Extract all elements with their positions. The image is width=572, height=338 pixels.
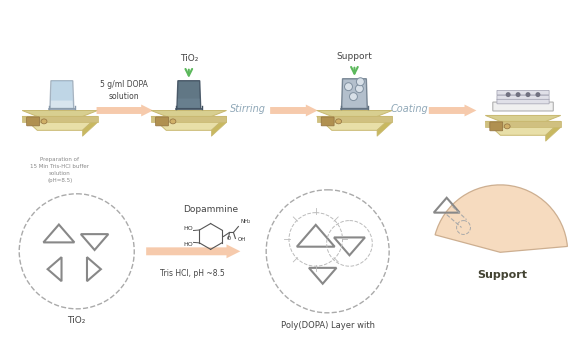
Text: O: O	[227, 236, 231, 241]
FancyBboxPatch shape	[321, 117, 334, 126]
Polygon shape	[546, 121, 561, 141]
Ellipse shape	[336, 119, 341, 124]
Polygon shape	[151, 116, 227, 130]
Text: Dopammine: Dopammine	[183, 205, 238, 214]
Polygon shape	[177, 99, 200, 108]
Polygon shape	[317, 111, 392, 116]
Circle shape	[344, 83, 352, 91]
Text: TiO₂: TiO₂	[180, 54, 198, 63]
Circle shape	[515, 92, 521, 97]
Polygon shape	[51, 81, 73, 101]
Circle shape	[355, 85, 363, 93]
Text: Support: Support	[336, 52, 372, 61]
Text: Preparation of
15 Min Tris-HCl buffer
solution
(pH=8.5): Preparation of 15 Min Tris-HCl buffer so…	[30, 157, 89, 183]
Polygon shape	[317, 116, 392, 122]
FancyBboxPatch shape	[493, 102, 553, 111]
Polygon shape	[82, 116, 98, 136]
Text: Coating: Coating	[390, 103, 428, 114]
Text: HO: HO	[183, 226, 193, 231]
Polygon shape	[22, 116, 98, 122]
Polygon shape	[486, 121, 561, 135]
FancyBboxPatch shape	[497, 95, 549, 100]
Polygon shape	[151, 116, 227, 122]
Polygon shape	[486, 116, 561, 121]
FancyBboxPatch shape	[156, 117, 169, 126]
FancyBboxPatch shape	[497, 90, 549, 95]
Wedge shape	[435, 185, 567, 252]
Circle shape	[506, 92, 511, 97]
Ellipse shape	[504, 124, 510, 129]
Polygon shape	[146, 244, 240, 258]
Polygon shape	[429, 104, 476, 116]
FancyBboxPatch shape	[27, 117, 39, 126]
Circle shape	[349, 93, 358, 101]
Text: HO: HO	[183, 242, 193, 247]
Polygon shape	[270, 104, 317, 116]
Polygon shape	[486, 121, 561, 127]
Ellipse shape	[41, 119, 47, 124]
Text: Stirring: Stirring	[231, 103, 267, 114]
Text: NH₂: NH₂	[240, 219, 251, 223]
Text: OH: OH	[237, 237, 246, 242]
Polygon shape	[97, 104, 153, 116]
FancyBboxPatch shape	[497, 99, 549, 104]
Circle shape	[535, 92, 541, 97]
Circle shape	[356, 78, 364, 86]
Text: Tris HCl, pH ~8.5: Tris HCl, pH ~8.5	[160, 269, 225, 278]
Polygon shape	[341, 79, 367, 108]
Polygon shape	[151, 111, 227, 116]
Polygon shape	[377, 116, 392, 136]
FancyBboxPatch shape	[490, 122, 503, 131]
Ellipse shape	[170, 119, 176, 124]
Polygon shape	[50, 81, 74, 108]
Polygon shape	[22, 111, 98, 116]
Circle shape	[526, 92, 530, 97]
Text: Poly(DOPA) Layer with: Poly(DOPA) Layer with	[281, 321, 375, 330]
Polygon shape	[177, 81, 201, 108]
Polygon shape	[22, 116, 98, 130]
Text: 5 g/ml DOPA
solution: 5 g/ml DOPA solution	[101, 80, 148, 101]
Polygon shape	[212, 116, 227, 136]
Text: Support: Support	[477, 270, 527, 280]
Text: TiO₂: TiO₂	[67, 316, 86, 325]
Polygon shape	[317, 116, 392, 130]
